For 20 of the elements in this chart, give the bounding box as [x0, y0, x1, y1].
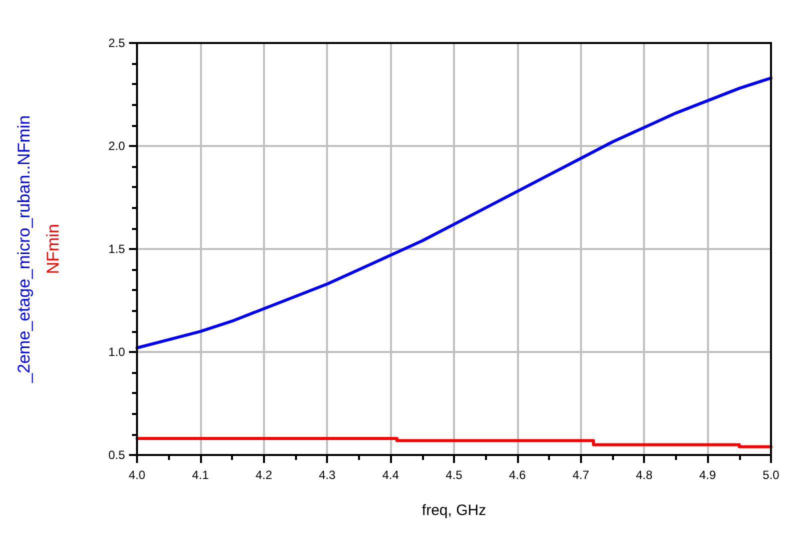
text: _2eme_etage_micro_ruban..NFmin	[14, 115, 34, 384]
y-tick-label: 2.5	[108, 36, 126, 50]
y-tick-label: 0.5	[108, 448, 126, 462]
x-tick-label: 4.8	[636, 468, 653, 482]
x-tick-label: 5.0	[762, 468, 780, 482]
x-tick-label: 4.6	[509, 468, 526, 482]
x-axis-title: freq, GHz	[422, 502, 486, 519]
x-tick-label: 4.3	[318, 468, 336, 482]
text: NFmin	[44, 224, 62, 274]
y-tick-label: 1.5	[108, 242, 126, 256]
x-tick-label: 4.9	[699, 468, 716, 482]
y-tick-label: 1.0	[108, 345, 126, 359]
y-tick-label: 2.0	[108, 139, 126, 153]
x-tick-label: 4.4	[382, 468, 400, 482]
x-tick-label: 4.2	[255, 468, 272, 482]
x-tick-label: 4.1	[192, 468, 210, 482]
x-tick-label: 4.7	[572, 468, 590, 482]
line-series	[136, 76, 772, 350]
x-tick-label: 4.5	[446, 468, 463, 482]
x-tick-label: 4.0	[128, 468, 146, 482]
